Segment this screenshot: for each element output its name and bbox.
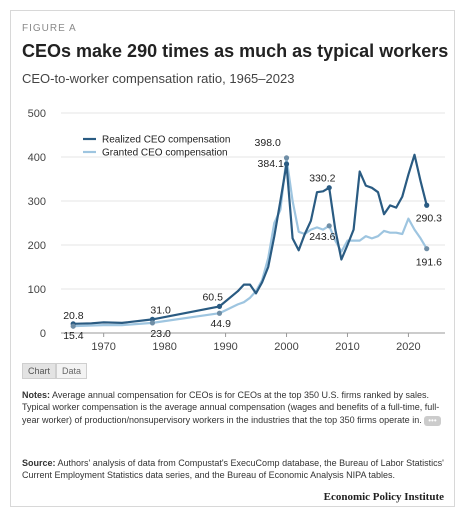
data-point-realized (424, 202, 430, 208)
view-tabs: Chart Data (22, 363, 88, 379)
data-label: 44.9 (210, 318, 231, 330)
y-tick-label: 0 (40, 328, 46, 340)
data-label: 398.0 (255, 137, 281, 149)
series-line-realized (73, 153, 428, 325)
tab-data[interactable]: Data (56, 363, 88, 379)
x-tick-label: 1980 (152, 341, 176, 353)
y-tick-label: 300 (28, 196, 46, 208)
data-point-granted (283, 155, 290, 161)
data-point-realized (216, 303, 223, 309)
data-label: 20.8 (63, 310, 84, 322)
data-point-granted (149, 320, 156, 326)
figure-label: FIGURE A (22, 23, 77, 34)
figure-card: FIGURE A CEOs make 290 times as much as … (10, 10, 455, 507)
notes: Notes: Average annual compensation for C… (22, 389, 447, 426)
data-label: 384.1 (258, 158, 284, 170)
data-point-granted (216, 310, 223, 316)
source-text: Authors' analysis of data from Compustat… (22, 458, 444, 481)
x-tick-label: 1970 (91, 341, 115, 353)
y-tick-label: 500 (28, 108, 46, 120)
data-label: 330.2 (309, 173, 335, 185)
x-tick-label: 1990 (213, 341, 237, 353)
data-label: 243.6 (309, 231, 335, 243)
notes-text: Average annual compensation for CEOs is … (22, 390, 440, 425)
data-point-realized (283, 161, 290, 167)
data-label: 23.0 (150, 328, 171, 340)
y-tick-label: 100 (28, 284, 46, 296)
x-tick-label: 2020 (396, 341, 420, 353)
epi-logo: Economic Policy Institute (323, 491, 444, 503)
y-tick-label: 400 (28, 152, 46, 164)
chart-subtitle: CEO-to-worker compensation ratio, 1965–2… (22, 71, 295, 86)
data-point-granted (70, 323, 76, 329)
source: Source: Authors' analysis of data from C… (22, 457, 447, 482)
x-tick-label: 2000 (274, 341, 298, 353)
data-label: 191.6 (416, 257, 442, 269)
line-chart: 0 100 200 300 400 500 1970 1980 1990 2000 2010 2020… (28, 108, 445, 353)
chart-title: CEOs make 290 times as much as typical w… (22, 41, 449, 61)
x-tick-label: 2010 (335, 341, 359, 353)
legend-label-granted: Granted CEO compensation (102, 148, 228, 159)
tab-chart[interactable]: Chart (22, 363, 57, 379)
data-label: 60.5 (202, 291, 223, 303)
source-label: Source: (22, 458, 56, 468)
notes-label: Notes: (22, 390, 51, 400)
more-button[interactable]: ••• (424, 415, 441, 426)
data-label: 290.3 (416, 212, 442, 224)
legend-label-realized: Realized CEO compensation (102, 135, 230, 146)
y-tick-label: 200 (28, 240, 46, 252)
data-point-granted (326, 223, 332, 229)
data-label: 15.4 (63, 330, 84, 342)
data-label: 31.0 (150, 304, 171, 316)
data-point-granted (424, 246, 430, 252)
data-point-realized (326, 185, 332, 191)
series-line-granted (73, 156, 428, 328)
